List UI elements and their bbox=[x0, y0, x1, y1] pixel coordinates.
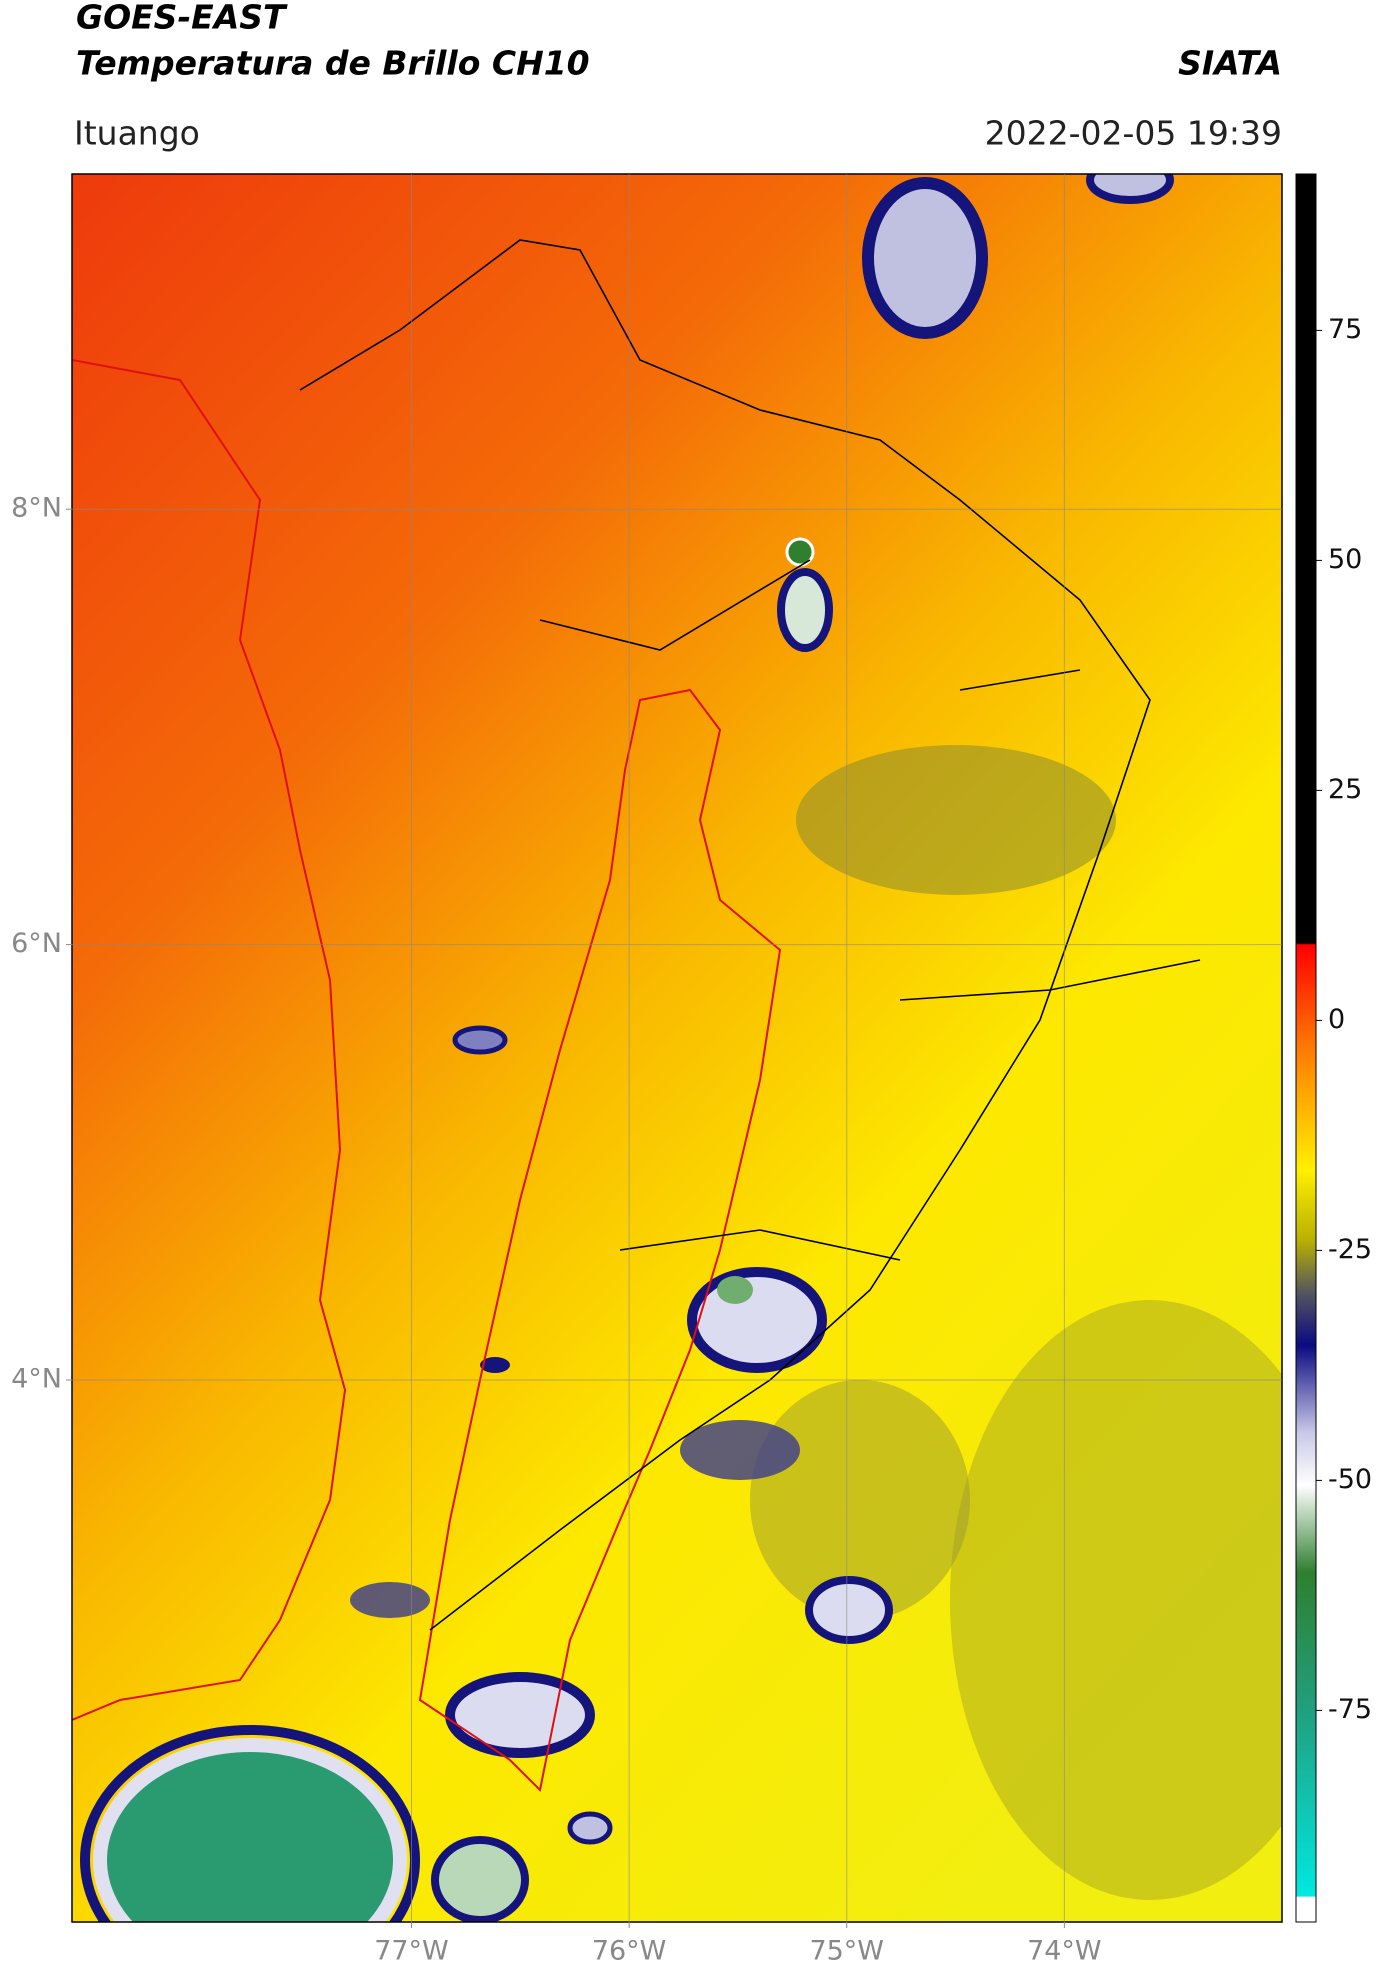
y-tick-label: 6°N bbox=[11, 928, 62, 959]
subtitle: Temperatura de Brillo CH10 bbox=[76, 44, 590, 83]
colorbar-tick-label: -50 bbox=[1328, 1464, 1372, 1495]
x-tick-label: 74°W bbox=[1027, 1936, 1102, 1967]
x-tick-label: 76°W bbox=[592, 1936, 667, 1967]
source: SIATA bbox=[1178, 44, 1282, 83]
x-tick-label: 75°W bbox=[809, 1936, 884, 1967]
datetime: 2022-02-05 19:39 bbox=[985, 114, 1282, 153]
map-frame bbox=[71, 173, 1283, 1923]
colorbar-tick-label: 50 bbox=[1328, 544, 1362, 575]
title: GOES-EAST bbox=[76, 0, 288, 37]
colorbar-tick-label: 25 bbox=[1328, 774, 1362, 805]
colorbar bbox=[1295, 173, 1317, 1923]
colorbar-tick-label: 75 bbox=[1328, 314, 1362, 345]
colorbar-tick-label: -75 bbox=[1328, 1694, 1372, 1725]
colorbar-tick-label: -25 bbox=[1328, 1234, 1372, 1265]
y-tick-label: 4°N bbox=[11, 1363, 62, 1394]
location: Ituango bbox=[74, 114, 200, 153]
map-image bbox=[72, 174, 1282, 1922]
colorbar-tick-label: 0 bbox=[1328, 1004, 1345, 1035]
y-tick-label: 8°N bbox=[11, 493, 62, 524]
x-tick-label: 77°W bbox=[374, 1936, 449, 1967]
